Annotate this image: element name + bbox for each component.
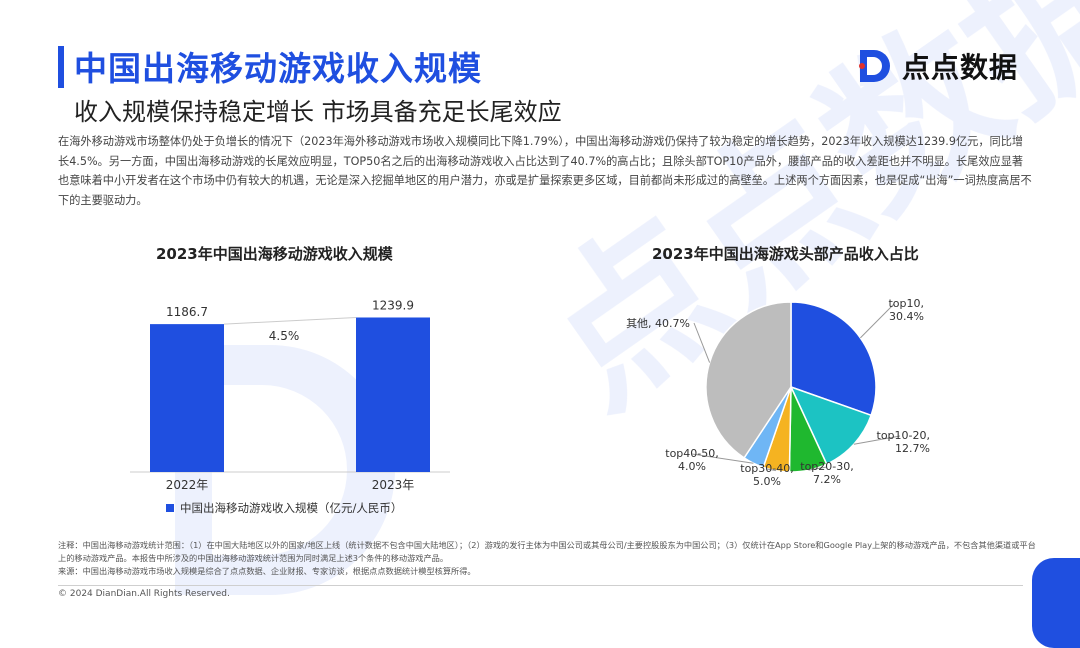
bar-value-label: 1186.7 [166,305,208,319]
pie-leader-line [808,466,828,471]
pie-value-top40-50: 4.0% [678,460,706,473]
pie-value-top10: 30.4% [889,310,924,323]
bar-1 [150,324,224,472]
pie-chart: top10,30.4% top10-20,12.7% top20-30,7.2% to… [626,297,931,488]
x-category-label: 2023年 [372,478,415,492]
legend-swatch [166,504,174,512]
pie-label-top30-40: top30-40, [740,462,794,475]
pie-leader-line [853,435,901,445]
legend-label: 中国出海移动游戏收入规模（亿元/人民币） [180,501,403,515]
pie-slice-其他 [705,301,792,459]
bar-chart-title: 2023年中国出海移动游戏收入规模 [156,245,393,263]
bar-chart-legend: 中国出海移动游戏收入规模（亿元/人民币） [166,500,402,516]
footer-divider [58,585,1023,586]
growth-label: 4.5% [269,329,300,343]
brand-logo: 点点数据 [856,46,1018,86]
bar-2 [356,317,430,472]
pie-label-top10-20: top10-20, [877,429,931,442]
x-category-label: 2022年 [166,478,209,492]
copyright: © 2024 DianDian.All Rights Reserved. [58,589,230,599]
pie-slice-top10-20 [789,385,873,466]
pie-leader-line [766,468,777,472]
notes-source: 来源：中国出海移动游戏市场收入规模是综合了点点数据、企业财报、专家访谈，根据点点… [58,566,476,576]
bar-chart: 4.5% 1186.7 2022年 1239.9 2023年 [130,298,450,492]
pie-value-top10-20: 12.7% [895,442,930,455]
brand-name: 点点数据 [902,51,1019,84]
corner-decoration [1032,558,1080,648]
pie-chart-title: 2023年中国出海游戏头部产品收入占比 [652,245,919,263]
pie-leader-line [691,453,754,464]
pie-value-top30-40: 5.0% [753,475,781,488]
pie-label-top40-50: top40-50, [665,447,719,460]
notes: 注释：中国出海移动游戏统计范围：（1）在中国大陆地区以外的国家/地区上线（统计数… [58,539,1038,578]
pie-label-top20-30: top20-30, [800,460,854,473]
page-subtitle: 收入规模保持稳定增长 市场具备充足长尾效应 [74,98,562,126]
growth-connector-line [223,316,357,325]
pie-leader-line [860,303,895,339]
page-title: 中国出海移动游戏收入规模 [74,49,482,88]
pie-label-其他: 其他, 40.7% [626,317,690,330]
pie-leader-line [693,322,711,363]
summary-paragraph: 在海外移动游戏市场整体仍处于负增长的情况下（2023年海外移动游戏市场收入规模同… [58,135,1032,207]
bar-value-label: 1239.9 [372,298,414,312]
notes-scope: 注释：中国出海移动游戏统计范围：（1）在中国大陆地区以外的国家/地区上线（统计数… [58,540,1036,563]
title-accent-bar [58,46,64,88]
pie-slice-top10 [790,301,877,417]
diandian-logo-icon [859,50,890,82]
pie-label-top10: top10, [888,297,924,310]
pie-value-top20-30: 7.2% [813,473,841,486]
